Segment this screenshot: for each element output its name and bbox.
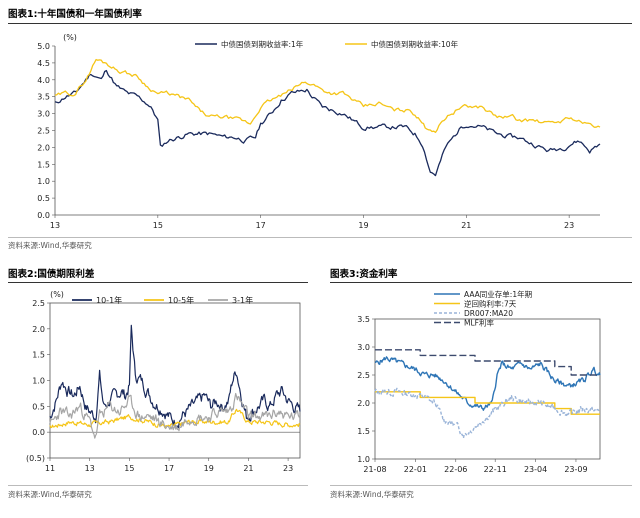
legend-label: AAA同业存单:1年期 — [464, 289, 532, 299]
legend-label: MLF利率 — [464, 318, 494, 328]
x-tick-label: 15 — [153, 221, 163, 230]
x-tick-label: 21 — [461, 221, 471, 230]
y-tick-label: 3.0 — [357, 343, 370, 352]
series-line-1 — [49, 324, 301, 429]
figure3-title-rule — [330, 282, 632, 283]
legend-label: 逆回购利率:7天 — [464, 299, 517, 309]
x-tick-label: 23 — [564, 221, 574, 230]
figure1-bottom-rule — [8, 237, 632, 238]
x-tick-label: 15 — [124, 464, 134, 473]
legend-label: 3-1年 — [232, 295, 253, 305]
y-tick-label: 5.0 — [37, 42, 50, 51]
series-line-4 — [375, 349, 600, 376]
figure2-chart: (0.5) 0.0 0.5 1.0 1.5 2.0 2.5 (%) 11 13 15 17 19 21 23… — [26, 290, 301, 473]
y-tick-label: 3.5 — [357, 315, 370, 324]
figure2-source: 资料来源:Wind,华泰研究 — [8, 490, 92, 499]
y-tick-label: 1.5 — [357, 427, 370, 436]
y-tick-label: 3.0 — [37, 110, 50, 119]
figure3-chart: 1.0 1.5 2.0 2.5 3.0 3.5 21-08 22-01 22-06 22-11 23… — [357, 289, 601, 474]
y-tick-label: 1.0 — [32, 377, 45, 386]
figure3-source: 资料来源:Wind,华泰研究 — [330, 490, 414, 499]
y-tick-label: 1.0 — [357, 455, 370, 464]
figure1-title-rule — [8, 23, 632, 24]
y-tick-label: 0.5 — [37, 194, 50, 203]
series-line-1 — [54, 69, 601, 177]
plot-frame — [374, 318, 601, 460]
series-line-2 — [54, 58, 601, 134]
y-tick-label: 2.5 — [32, 299, 45, 308]
y-tick-label: 0.0 — [37, 211, 50, 220]
legend-label: 10-1年 — [96, 295, 122, 305]
y-axis-label: (%) — [63, 33, 77, 42]
x-tick-label: 23 — [283, 464, 293, 473]
x-tick-label: 21 — [243, 464, 253, 473]
x-tick-label: 19 — [204, 464, 214, 473]
y-tick-label: 4.5 — [37, 59, 50, 68]
x-tick-label: 19 — [358, 221, 368, 230]
legend-label: DR007:MA20 — [464, 309, 513, 318]
y-tick-label: 0.0 — [32, 428, 45, 437]
plot-frame — [49, 302, 301, 459]
y-tick-label: 2.0 — [32, 325, 45, 334]
series-line-1 — [374, 356, 601, 411]
x-tick-label: 22-06 — [444, 465, 467, 474]
x-tick-label: 23-04 — [524, 465, 547, 474]
figure1-chart: 0.0 0.5 1.0 1.5 2.0 2.5 3.0 3.5 4.0 4.5 5.0 (%) 13 15… — [37, 33, 601, 230]
x-tick-label: 17 — [256, 221, 266, 230]
x-tick-label: 17 — [164, 464, 174, 473]
figure3-bottom-rule — [330, 485, 632, 486]
y-tick-label: 2.0 — [37, 143, 50, 152]
figure2-title-rule — [8, 282, 308, 283]
figure3-title: 图表3:资金利率 — [330, 269, 398, 280]
series-line-3 — [374, 387, 601, 439]
y-tick-label: 4.0 — [37, 76, 50, 85]
legend-label: 中债国债到期收益率:10年 — [371, 39, 459, 49]
y-tick-label: 1.5 — [32, 351, 45, 360]
legend-label: 10-5年 — [168, 295, 194, 305]
y-tick-label: 2.0 — [357, 399, 370, 408]
y-tick-label: 2.5 — [357, 371, 370, 380]
y-tick-label: 0.5 — [32, 402, 45, 411]
x-tick-label: 11 — [45, 464, 55, 473]
x-tick-label: 22-01 — [404, 465, 427, 474]
series-line-3 — [49, 392, 301, 439]
x-tick-label: 13 — [50, 221, 60, 230]
y-tick-label: 1.5 — [37, 160, 50, 169]
y-tick-label: 3.5 — [37, 93, 50, 102]
figure1-title: 图表1:十年国债和一年国债利率 — [8, 9, 142, 20]
series-line-2 — [375, 391, 600, 415]
legend-label: 中债国债到期收益率:1年 — [221, 39, 304, 49]
y-axis-label: (%) — [50, 290, 64, 299]
x-tick-label: 13 — [85, 464, 95, 473]
x-tick-label: 21-08 — [363, 465, 386, 474]
figure2-title: 图表2:国债期限利差 — [8, 269, 95, 280]
y-tick-label: (0.5) — [26, 454, 45, 463]
figure1-source: 资料来源:Wind,华泰研究 — [8, 241, 92, 250]
x-tick-label: 23-09 — [564, 465, 587, 474]
figure2-bottom-rule — [8, 485, 308, 486]
x-tick-label: 22-11 — [484, 465, 507, 474]
y-tick-label: 1.0 — [37, 177, 50, 186]
y-tick-label: 2.5 — [37, 127, 50, 136]
